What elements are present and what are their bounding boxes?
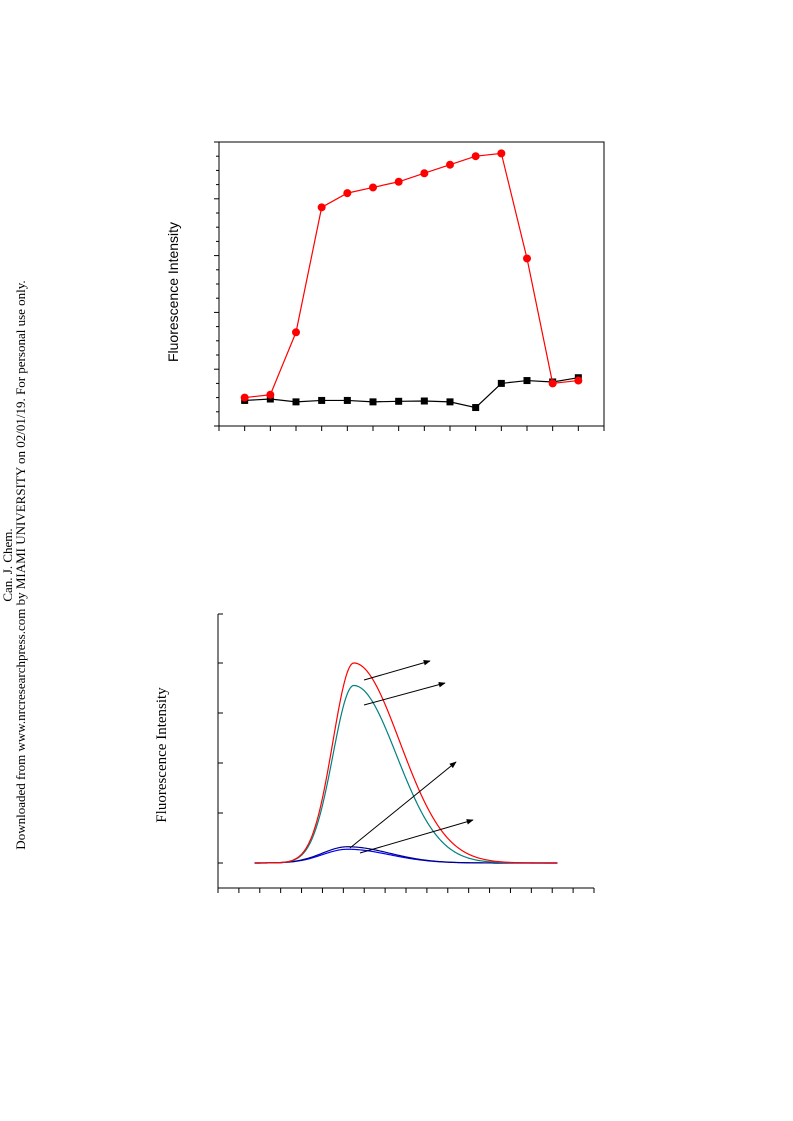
x-axis-ticks	[217, 888, 595, 893]
data-point	[240, 393, 249, 402]
chart-bottom: Fluorescence Intensity	[154, 613, 595, 893]
annotation-arrow	[363, 681, 446, 706]
data-point	[446, 160, 454, 169]
series-group	[254, 662, 558, 864]
data-point	[369, 183, 377, 192]
data-point	[574, 376, 583, 385]
y-axis-title: Fluorescence Intensity	[165, 222, 181, 362]
data-point	[395, 397, 403, 405]
data-point	[317, 203, 326, 212]
data-point	[394, 177, 403, 186]
data-point	[472, 404, 480, 412]
data-point	[343, 396, 351, 404]
data-point	[420, 169, 429, 178]
plot-frame	[218, 141, 605, 427]
watermark: Can. J. Chem. Downloaded from www.nrcres…	[0, 280, 28, 849]
data-point	[548, 379, 557, 388]
data-point	[292, 398, 300, 406]
x-axis-ticks	[218, 426, 605, 431]
y-axis-ticks	[218, 613, 223, 864]
data-point	[497, 149, 506, 158]
annotation-arrow	[359, 819, 474, 854]
watermark-line1: Can. J. Chem.	[0, 528, 15, 601]
data-point	[497, 379, 505, 387]
watermark-line2: Downloaded from www.nrcresearchpress.com…	[13, 280, 28, 849]
y-axis-title: Fluorescence Intensity	[154, 687, 170, 823]
series-curve	[254, 846, 558, 864]
series-line	[244, 377, 579, 409]
data-point	[292, 328, 300, 337]
y-axis-ticks	[214, 141, 219, 427]
data-point	[318, 396, 326, 404]
annotation-arrow	[349, 761, 457, 849]
data-point	[446, 398, 454, 406]
annotation-arrow	[363, 660, 431, 681]
series-line	[244, 152, 579, 399]
chart-top: Fluorescence Intensity	[165, 141, 605, 431]
series-group	[240, 149, 583, 412]
data-point	[266, 395, 274, 403]
data-point	[523, 254, 531, 263]
series-curve	[254, 662, 558, 864]
annotation-arrows	[349, 660, 474, 854]
data-point	[420, 397, 428, 405]
data-point	[343, 189, 352, 198]
series-curve	[254, 684, 558, 864]
data-point	[523, 377, 531, 385]
data-point	[266, 390, 275, 399]
data-point	[471, 152, 480, 161]
data-point	[369, 398, 377, 406]
